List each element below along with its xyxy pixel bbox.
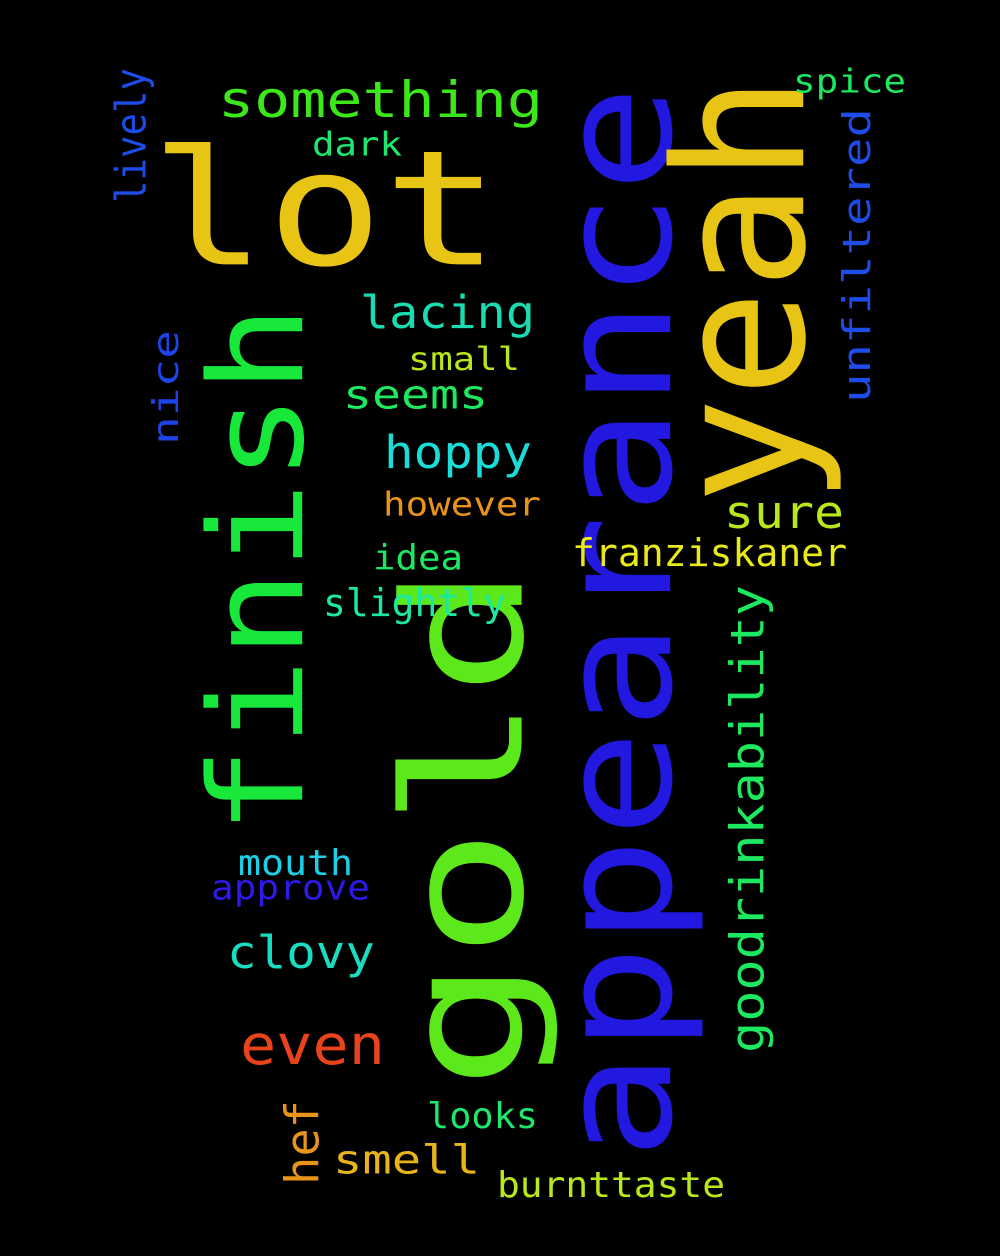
word-smell: smell (333, 1136, 480, 1184)
word-mouth: mouth (238, 841, 353, 884)
word-hoppy: hoppy (384, 425, 532, 479)
word-clovy: clovy (227, 925, 375, 979)
word-unfiltered: unfiltered (834, 107, 880, 403)
word-lively: lively (106, 68, 156, 203)
word-gold: gold (368, 565, 562, 1090)
word-lacing: lacing (360, 285, 535, 339)
word-finish: finish (181, 305, 334, 835)
word-burnttaste: burnttaste (497, 1163, 725, 1206)
word-hef: hef (275, 1100, 330, 1185)
word-approve: approve (211, 866, 370, 908)
word-spice: spice (793, 62, 906, 101)
word-seems: seems (343, 371, 488, 419)
word-franziskaner: franziskaner (572, 530, 847, 576)
word-lot: lot (150, 115, 500, 303)
word-however: however (383, 485, 541, 524)
word-idea: idea (373, 536, 463, 578)
word-slightly: slightly (323, 580, 506, 626)
word-goodrinkability: goodrinkability (720, 585, 775, 1053)
word-nice: nice (144, 330, 187, 445)
word-looks: looks (427, 1094, 538, 1137)
word-something: something (218, 70, 543, 129)
word-yeah: yeah (635, 74, 847, 505)
word-small: small (408, 340, 520, 378)
word-sure: sure (724, 485, 844, 539)
word-dark: dark (312, 125, 402, 164)
word-even: even (240, 1013, 385, 1078)
